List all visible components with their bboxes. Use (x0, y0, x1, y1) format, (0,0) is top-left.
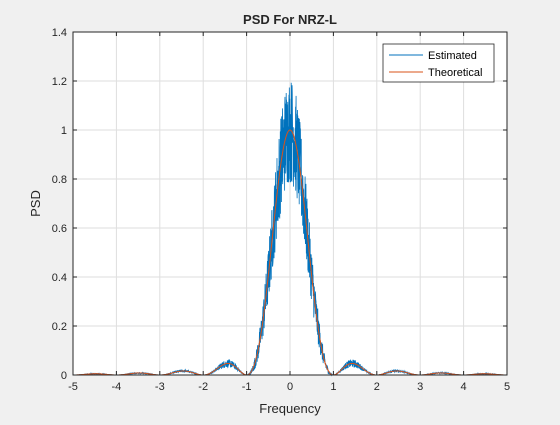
x-axis-label: Frequency (259, 401, 321, 416)
y-tick-label: 1.2 (52, 76, 67, 88)
x-tick-label: 2 (374, 381, 380, 393)
estimated-series (73, 82, 507, 377)
y-tick-label: 0.4 (52, 272, 67, 284)
legend-theoretical-label: Theoretical (428, 67, 482, 79)
y-tick-label: 0.8 (52, 174, 67, 186)
x-tick-label: -5 (68, 381, 78, 393)
axes: -5 -4 -3 -2 -1 0 1 2 3 4 5 0 0.2 0.4 0.6 0.8 1 1.2 1.4 (52, 27, 510, 393)
y-tick-label: 1.4 (52, 27, 67, 39)
x-tick-label: -3 (155, 381, 165, 393)
y-axis-label: PSD (28, 190, 43, 217)
y-tick-label: 0 (61, 370, 67, 382)
y-tick-label: 1 (61, 125, 67, 137)
x-tick-label: -4 (112, 381, 122, 393)
x-tick-label: -2 (198, 381, 208, 393)
x-tick-label: 3 (417, 381, 423, 393)
theoretical-line-overlay (73, 129, 507, 376)
x-tick-label: 4 (461, 381, 467, 393)
chart-title: PSD For NRZ-L (243, 12, 337, 27)
legend: Estimated Theoretical (382, 43, 495, 83)
legend-estimated-label: Estimated (428, 50, 477, 62)
y-tick-label: 0.2 (52, 321, 67, 333)
y-tick-label: 0.6 (52, 223, 67, 235)
x-tick-label: -1 (242, 381, 252, 393)
x-tick-label: 5 (504, 381, 510, 393)
x-tick-label: 1 (330, 381, 336, 393)
legend-box (382, 43, 495, 83)
x-tick-label: 0 (287, 381, 293, 393)
